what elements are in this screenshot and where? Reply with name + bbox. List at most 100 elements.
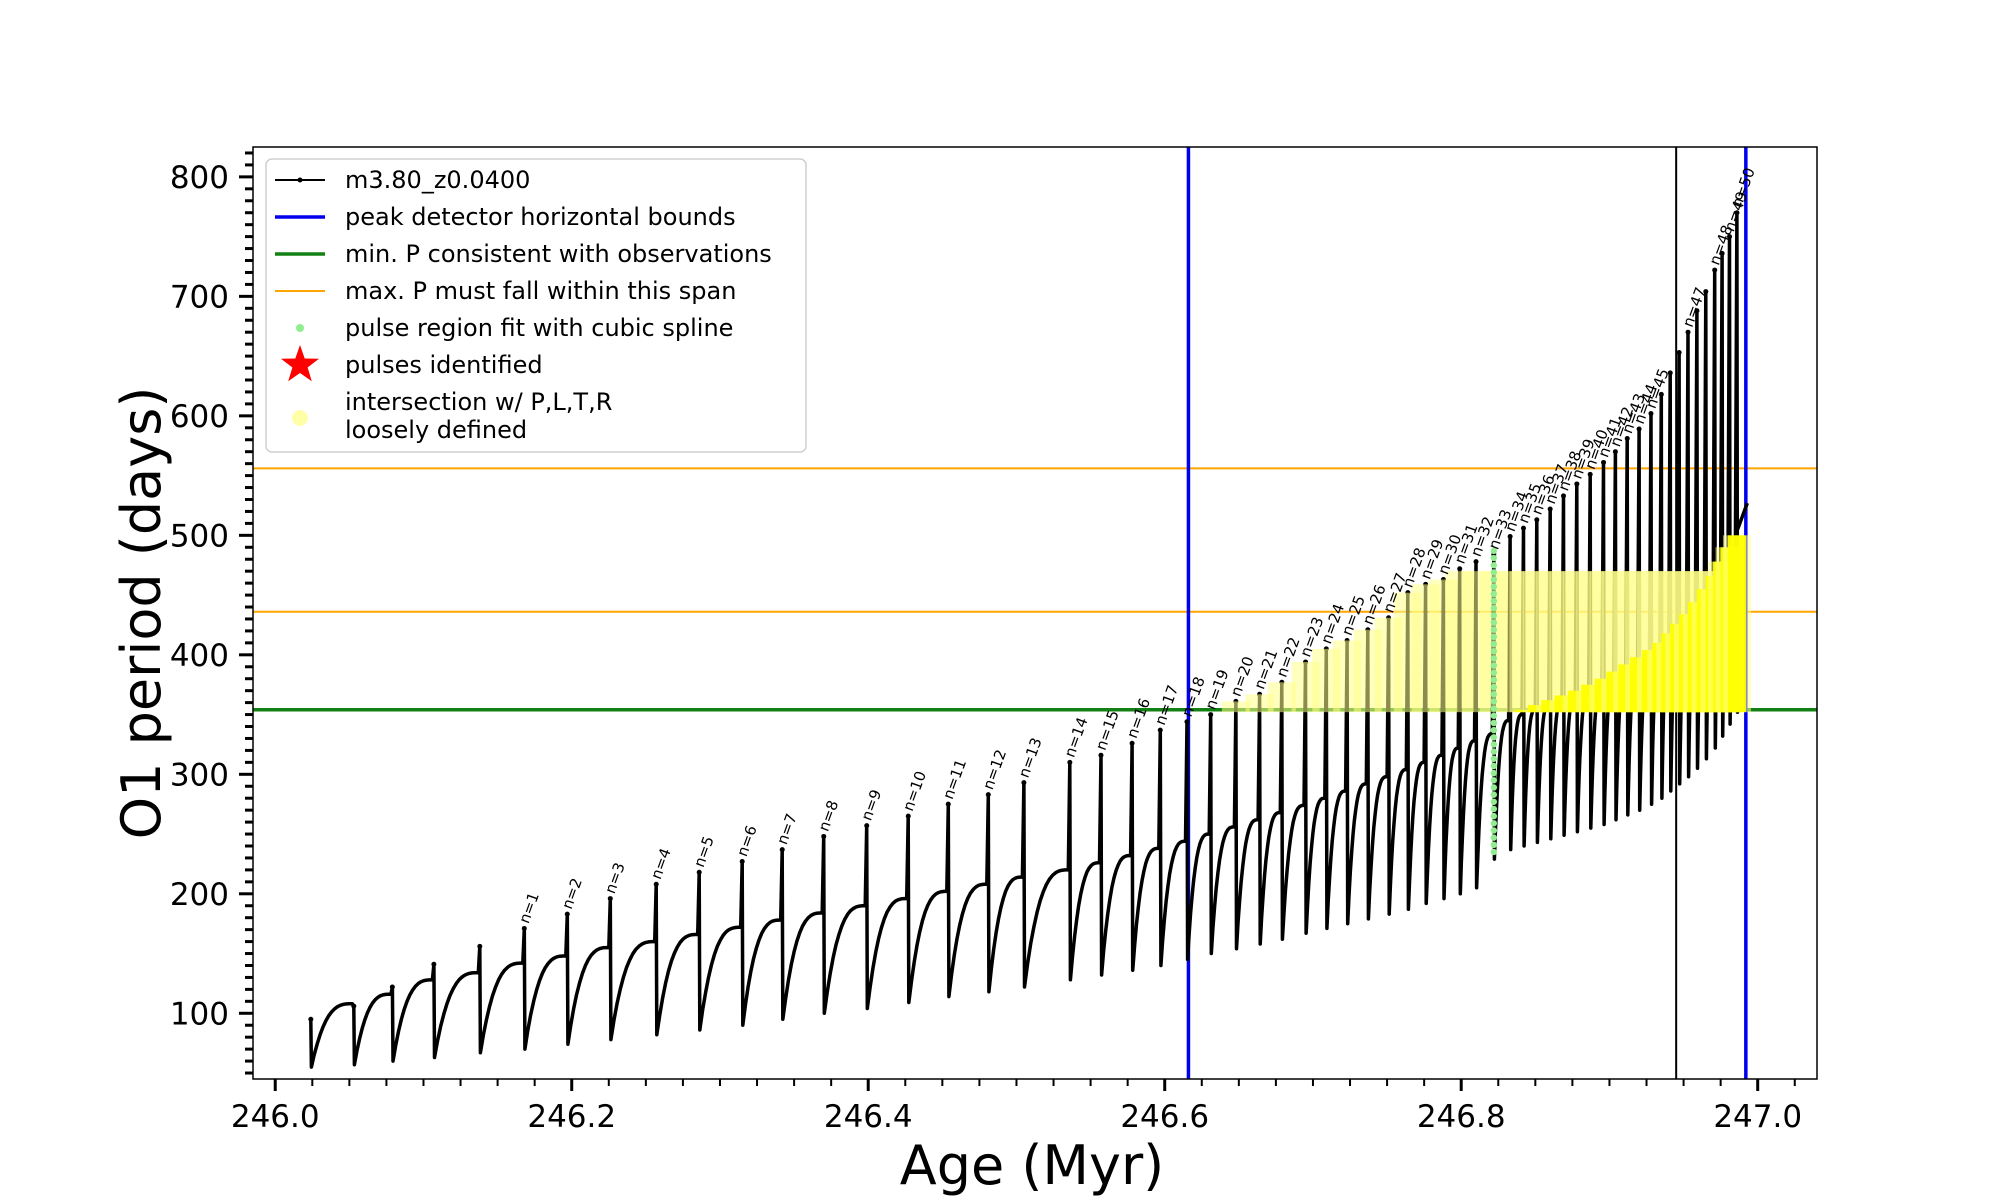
legend-label: min. P consistent with observations (345, 240, 772, 268)
series-point (1712, 267, 1718, 273)
pulse-label: n=12 (979, 747, 1010, 792)
axes: 246.0 246.2 246.4 246.6 246.8 247.0 100 200 300 4… (170, 151, 1802, 1135)
series-point (1184, 719, 1190, 725)
series-point (1067, 759, 1073, 765)
series-point (1685, 329, 1691, 335)
intersection-region (1221, 535, 1751, 713)
series-point (1648, 410, 1654, 416)
spline-point (1490, 784, 1498, 791)
spline-point (1490, 769, 1498, 777)
series-point (905, 813, 911, 819)
series-point (1021, 780, 1027, 786)
series-point (1694, 308, 1700, 314)
y-tick-label: 300 (170, 757, 229, 793)
legend-label: pulse region fit with cubic spline (345, 314, 733, 342)
series-point (1587, 471, 1593, 477)
x-tick-label: 247.0 (1713, 1099, 1802, 1135)
intersection-core (1727, 535, 1746, 713)
series-point (351, 1003, 357, 1009)
spline-point (1490, 583, 1498, 590)
pulse-label: n=6 (733, 823, 761, 859)
y-tick-label: 100 (170, 996, 229, 1032)
y-tick-label: 500 (170, 518, 229, 554)
series-point (477, 943, 483, 949)
pulse-label: n=1 (515, 890, 543, 926)
series-point (1507, 534, 1513, 540)
plot-frame (252, 146, 1818, 1080)
spline-point (1490, 827, 1498, 834)
legend-symbol-circle (292, 410, 308, 426)
y-tick-label: 600 (170, 399, 229, 435)
pulse-label: n=17 (1151, 683, 1182, 728)
spline-point (1490, 648, 1498, 655)
spline-point (1490, 762, 1498, 770)
series-point (1457, 566, 1463, 572)
legend-symbol-dot (296, 324, 304, 332)
series-point (1129, 740, 1135, 746)
spline-point (1490, 777, 1498, 784)
legend-circle (292, 410, 308, 426)
spline-point (1490, 612, 1498, 619)
pulse-label: n=3 (601, 860, 629, 896)
series-point (1547, 506, 1553, 512)
series-point (1534, 517, 1540, 523)
legend-label: m3.80_z0.0400 (345, 166, 530, 194)
pulse-label: n=50 (1728, 165, 1759, 210)
series-point (1208, 712, 1214, 718)
intersection-band (1245, 694, 1274, 713)
spline-point (1490, 590, 1498, 598)
x-tick-label: 246.4 (824, 1099, 913, 1135)
pulse-label: n=9 (858, 787, 886, 823)
x-tick-label: 246.8 (1417, 1099, 1506, 1135)
series-point (1658, 391, 1664, 397)
spline-point (1490, 669, 1498, 676)
series-point (389, 984, 395, 990)
spline-point (1490, 605, 1498, 612)
spline-point (1490, 812, 1498, 820)
spline-point (1490, 691, 1498, 698)
series-point (1703, 289, 1709, 295)
legend-label: peak detector horizontal bounds (345, 203, 736, 231)
legend-symbol-line-marker (275, 177, 325, 183)
pulse-label: n=7 (773, 811, 801, 847)
spline-point (1490, 698, 1498, 705)
series-point (864, 823, 870, 829)
spline-point (1490, 734, 1498, 741)
intersection-band (1221, 701, 1250, 713)
series-point (607, 896, 613, 902)
spline-point (1490, 655, 1498, 662)
spline-point (1490, 597, 1498, 605)
series-point (696, 869, 702, 875)
legend-label: pulses identified (345, 351, 543, 379)
spline-point (1490, 834, 1498, 841)
series-point (1719, 250, 1725, 256)
pulse-label: n=10 (899, 769, 930, 814)
y-axis-title: O1 period (days) (110, 387, 173, 840)
spline-point (1490, 554, 1498, 562)
spline-point (1490, 741, 1498, 748)
legend-marker (297, 177, 303, 183)
spline-point (1490, 798, 1498, 805)
series-point (1574, 481, 1580, 487)
legend-symbol-star (281, 345, 319, 382)
pulse-label: n=16 (1123, 696, 1154, 741)
series-point (1560, 493, 1566, 499)
series-point (1473, 559, 1479, 565)
pulse-label: n=4 (647, 846, 675, 882)
spline-point (1490, 841, 1498, 849)
spline-point (1490, 791, 1498, 798)
y-tick-label: 700 (170, 279, 229, 315)
x-tick-label: 246.2 (527, 1099, 616, 1135)
series-point (1667, 370, 1673, 376)
spline-region (1490, 547, 1498, 856)
x-axis-title: Age (Myr) (900, 1134, 1165, 1197)
y-tick-label: 800 (170, 160, 229, 196)
series-point (564, 911, 570, 917)
series-point (1157, 727, 1163, 733)
legend-star (281, 345, 319, 382)
intersection-band (1267, 682, 1296, 713)
spline-point (1490, 748, 1498, 755)
